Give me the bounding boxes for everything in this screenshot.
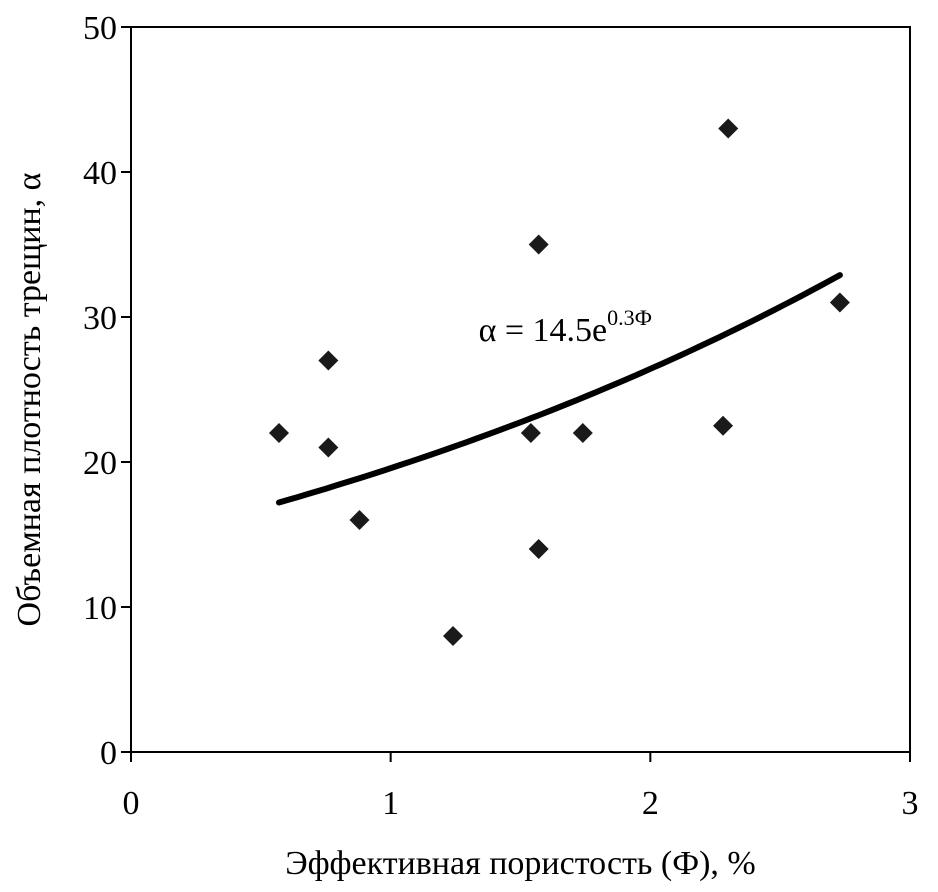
plot-frame (130, 26, 911, 753)
fit-layer (276, 272, 843, 506)
data-point (349, 510, 370, 530)
x-tick-label: 1 (382, 785, 399, 822)
y-axis-title: Объемная плотность трещин, α (11, 172, 48, 626)
x-tick-label: 0 (123, 785, 140, 822)
data-point (572, 423, 593, 443)
y-tick-label: 20 (83, 445, 117, 482)
x-tick-label: 3 (902, 785, 919, 822)
x-tick-label: 2 (642, 785, 659, 822)
y-tick-label: 30 (83, 300, 117, 337)
fit-equation-exponent: 0.3Ф (607, 305, 652, 330)
data-point (318, 437, 339, 458)
data-point (528, 539, 549, 559)
fit-equation-base: α = 14.5e (479, 312, 608, 349)
data-point (718, 118, 739, 139)
data-point (520, 423, 541, 443)
data-point (269, 423, 290, 443)
x-axis-title: Эффективная пористость (Ф), % (285, 845, 756, 882)
data-point (442, 626, 463, 646)
y-tick-label: 50 (83, 10, 117, 47)
y-tick-label: 10 (83, 590, 117, 627)
data-point (318, 350, 339, 371)
y-tick-label: 0 (100, 735, 117, 772)
fit-curve (276, 272, 843, 506)
data-point (713, 415, 734, 436)
y-tick-label: 40 (83, 155, 117, 192)
y-axis-ticks: 0 10 20 30 40 50 (83, 10, 131, 772)
data-point (528, 234, 549, 255)
points-layer (269, 118, 850, 646)
fit-equation-annotation: α = 14.5e0.3Ф (479, 305, 652, 349)
plot-border (130, 26, 911, 753)
data-point (829, 292, 850, 313)
x-axis-ticks: 0 1 2 3 (123, 752, 919, 822)
